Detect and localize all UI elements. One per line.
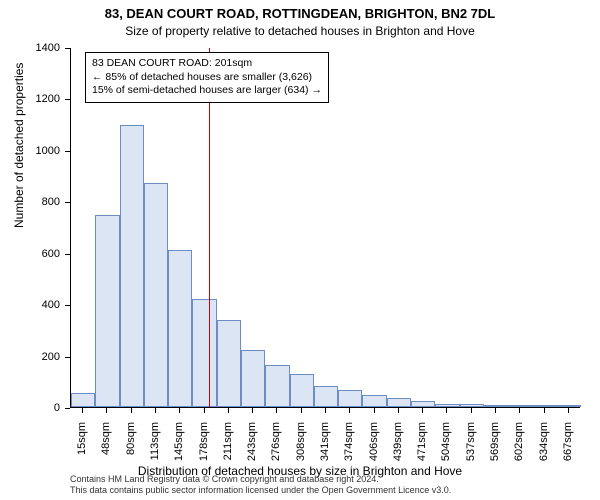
histogram-bar <box>120 125 144 407</box>
histogram-bar <box>508 405 532 407</box>
y-tick-label: 0 <box>0 402 60 414</box>
x-tick-mark <box>179 408 180 413</box>
histogram-bar <box>387 398 411 407</box>
histogram-bar <box>241 350 265 407</box>
histogram-bar <box>265 365 289 407</box>
x-tick-mark <box>204 408 205 413</box>
x-tick-mark <box>82 408 83 413</box>
x-tick-mark <box>471 408 472 413</box>
attribution-line2: This data contains public sector informa… <box>70 485 451 496</box>
x-tick-mark <box>374 408 375 413</box>
histogram-bar <box>460 404 484 407</box>
histogram-bar <box>362 395 386 407</box>
y-tick-label: 200 <box>0 351 60 363</box>
x-tick-mark <box>276 408 277 413</box>
x-tick-mark <box>519 408 520 413</box>
y-tick-label: 1400 <box>0 42 60 54</box>
y-tick-label: 800 <box>0 196 60 208</box>
attribution-line1: Contains HM Land Registry data © Crown c… <box>70 474 451 485</box>
histogram-bar <box>95 215 119 407</box>
x-tick-mark <box>568 408 569 413</box>
histogram-bar <box>557 405 581 407</box>
chart-title-address: 83, DEAN COURT ROAD, ROTTINGDEAN, BRIGHT… <box>0 6 600 21</box>
x-tick-mark <box>252 408 253 413</box>
x-tick-mark <box>398 408 399 413</box>
histogram-bar <box>144 183 168 407</box>
histogram-bar <box>338 390 362 407</box>
y-tick-label: 1200 <box>0 93 60 105</box>
histogram-bar <box>192 299 216 407</box>
y-tick-mark <box>65 408 70 409</box>
histogram-bar <box>217 320 241 407</box>
histogram-bar <box>314 386 338 407</box>
annotation-line2: ← 85% of detached houses are smaller (3,… <box>92 71 322 85</box>
x-tick-mark <box>301 408 302 413</box>
y-tick-label: 1000 <box>0 145 60 157</box>
x-tick-mark <box>544 408 545 413</box>
plot-area: 83 DEAN COURT ROAD: 201sqm← 85% of detac… <box>70 48 580 408</box>
x-tick-mark <box>228 408 229 413</box>
x-tick-mark <box>155 408 156 413</box>
y-tick-label: 400 <box>0 299 60 311</box>
annotation-line1: 83 DEAN COURT ROAD: 201sqm <box>92 57 322 71</box>
x-tick-mark <box>106 408 107 413</box>
histogram-bar <box>290 374 314 407</box>
histogram-bar <box>71 393 95 407</box>
property-size-chart: 83, DEAN COURT ROAD, ROTTINGDEAN, BRIGHT… <box>0 0 600 500</box>
annotation-box: 83 DEAN COURT ROAD: 201sqm← 85% of detac… <box>85 52 329 103</box>
chart-subtitle: Size of property relative to detached ho… <box>0 24 600 38</box>
histogram-bar <box>411 401 435 407</box>
x-tick-mark <box>131 408 132 413</box>
histogram-bar <box>168 250 192 407</box>
annotation-line3: 15% of semi-detached houses are larger (… <box>92 84 322 98</box>
histogram-bar <box>435 404 459 407</box>
x-tick-mark <box>495 408 496 413</box>
x-tick-mark <box>325 408 326 413</box>
x-tick-mark <box>446 408 447 413</box>
x-tick-mark <box>349 408 350 413</box>
histogram-bar <box>484 405 508 407</box>
histogram-bar <box>532 405 556 407</box>
x-tick-mark <box>422 408 423 413</box>
y-tick-label: 600 <box>0 248 60 260</box>
attribution-text: Contains HM Land Registry data © Crown c… <box>70 474 451 496</box>
